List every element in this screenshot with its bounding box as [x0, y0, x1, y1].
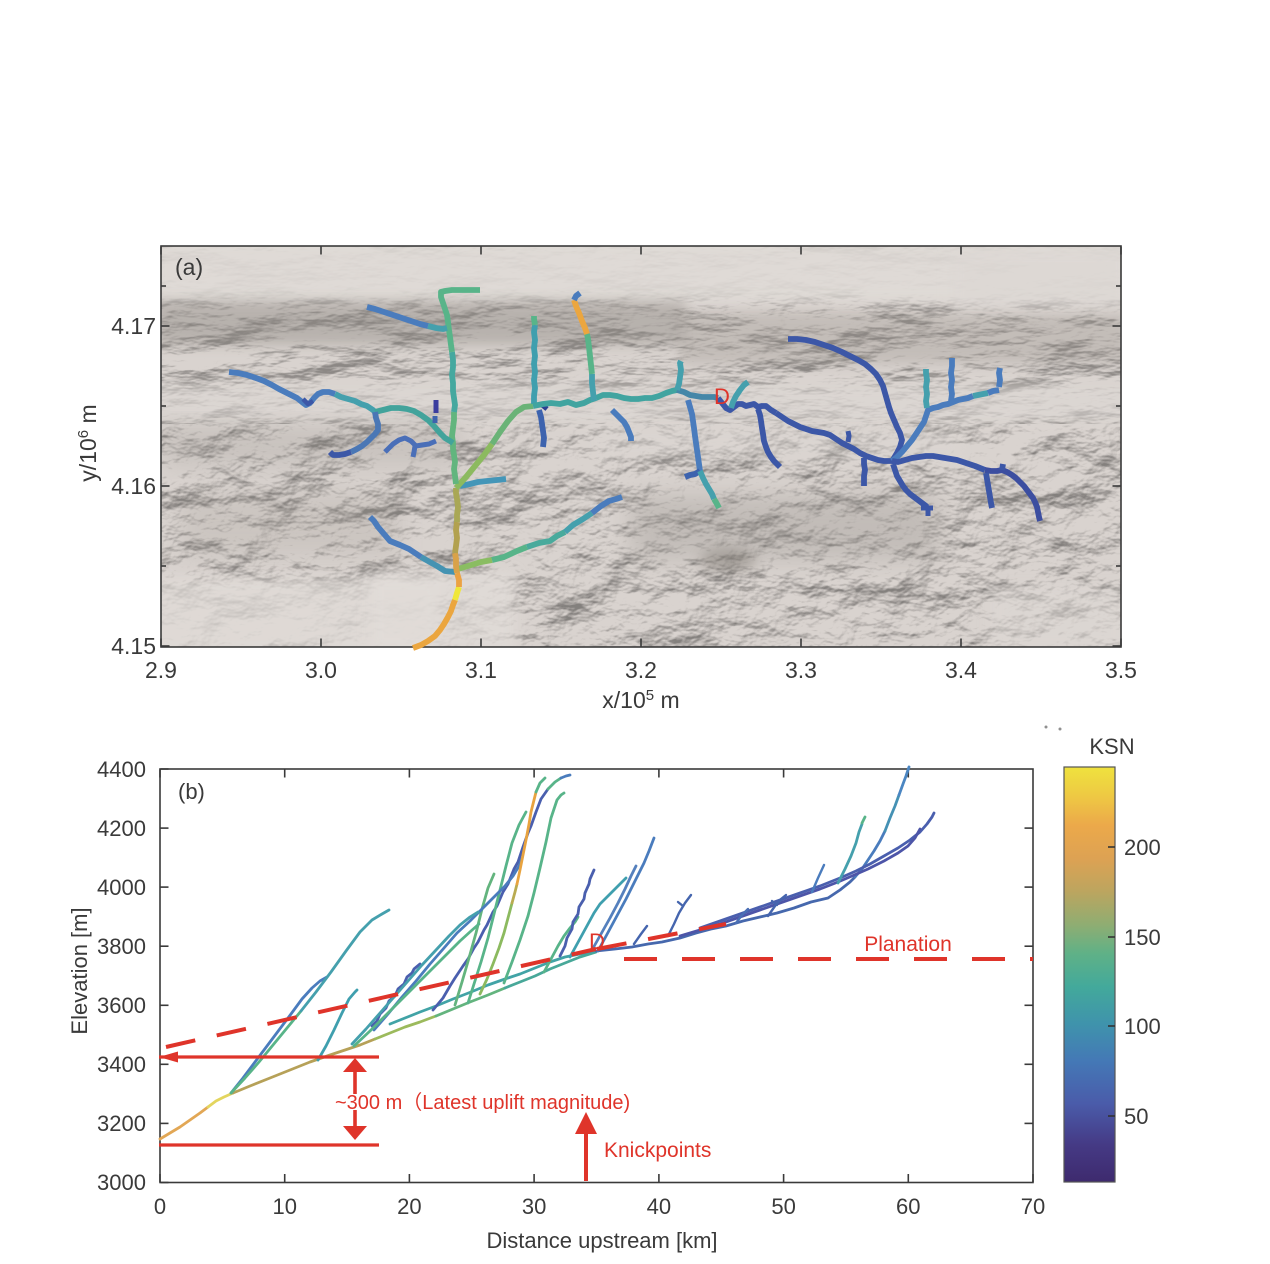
svg-text:(b): (b): [178, 779, 205, 804]
svg-text:Distance upstream [km]: Distance upstream [km]: [486, 1228, 717, 1253]
svg-text:Knickpoints: Knickpoints: [604, 1139, 711, 1162]
svg-text:Elevation [m]: Elevation [m]: [67, 907, 92, 1034]
svg-text:60: 60: [896, 1194, 920, 1219]
svg-text:3.1: 3.1: [465, 657, 497, 683]
svg-text:200: 200: [1124, 835, 1161, 860]
svg-text:3.0: 3.0: [305, 657, 337, 683]
svg-text:4.17: 4.17: [111, 313, 156, 339]
svg-text:2.9: 2.9: [145, 657, 177, 683]
svg-text:3.3: 3.3: [785, 657, 817, 683]
svg-text:50: 50: [1124, 1104, 1148, 1129]
svg-text:4400: 4400: [97, 757, 146, 782]
svg-text:x/105 m: x/105 m: [602, 687, 679, 714]
svg-text:4.15: 4.15: [111, 633, 156, 659]
svg-text:50: 50: [771, 1194, 795, 1219]
svg-text:3.4: 3.4: [945, 657, 977, 683]
svg-text:40: 40: [647, 1194, 671, 1219]
svg-text:~300 m（Latest uplift magnitude: ~300 m（Latest uplift magnitude): [335, 1091, 630, 1114]
svg-text:Planation: Planation: [864, 933, 952, 956]
svg-text:100: 100: [1124, 1014, 1161, 1039]
svg-text:3600: 3600: [97, 993, 146, 1018]
svg-text:(a): (a): [175, 254, 203, 280]
svg-text:30: 30: [522, 1194, 546, 1219]
svg-text:3800: 3800: [97, 934, 146, 959]
svg-text:70: 70: [1021, 1194, 1045, 1219]
svg-text:4.16: 4.16: [111, 473, 156, 499]
svg-text:0: 0: [154, 1194, 166, 1219]
svg-text:3.5: 3.5: [1105, 657, 1137, 683]
svg-text:3400: 3400: [97, 1052, 146, 1077]
svg-text:D: D: [589, 929, 605, 954]
svg-text:4200: 4200: [97, 816, 146, 841]
svg-text:y/106 m: y/106 m: [75, 404, 102, 481]
svg-text:4000: 4000: [97, 875, 146, 900]
svg-text:3000: 3000: [97, 1170, 146, 1195]
svg-text:3200: 3200: [97, 1111, 146, 1136]
svg-text:150: 150: [1124, 925, 1161, 950]
svg-text:3.2: 3.2: [625, 657, 657, 683]
svg-text:KSN: KSN: [1089, 734, 1134, 759]
svg-text:D: D: [714, 384, 730, 409]
svg-text:20: 20: [397, 1194, 421, 1219]
svg-text:10: 10: [272, 1194, 296, 1219]
